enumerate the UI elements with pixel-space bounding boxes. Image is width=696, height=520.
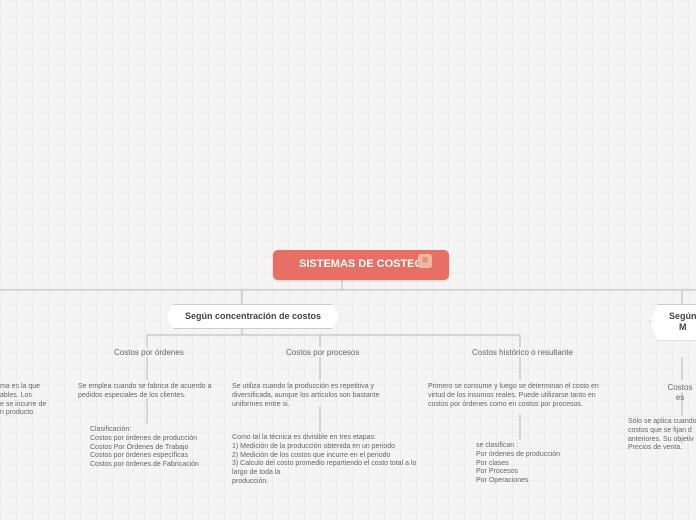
etapas-block: Como tal la técnica es divisible en tres… xyxy=(232,434,422,487)
seclasifican-block: se clasifican : Por órdenes de producció… xyxy=(476,442,616,486)
label: Costos es xyxy=(668,383,693,402)
branch-segun-m[interactable]: Según M xyxy=(650,304,696,341)
node-costos-ordenes[interactable]: Costos por órdenes xyxy=(114,348,184,358)
label: Costos por procesos xyxy=(286,348,359,357)
clasif-head: Clasificación: xyxy=(90,426,240,435)
seclasif-line: Por Procesos xyxy=(476,468,616,477)
seclasif-head: se clasifican : xyxy=(476,442,616,451)
clasif-line: Costos por órdenes específicas xyxy=(90,452,240,461)
branch-segun-m-label: Según M xyxy=(669,311,696,332)
clasif-line: Costos por órdenes de producción xyxy=(90,435,240,444)
clasif-line: Costos Por Órdenes de Trabajo xyxy=(90,444,240,453)
para-procesos: Se utiliza cuando la producción es repet… xyxy=(232,383,410,409)
clasif-line: Costos por órdenes de Fabricación xyxy=(90,461,240,470)
node-costos-est[interactable]: Costos es xyxy=(664,383,696,403)
clasificacion-block: Clasificación: Costos por órdenes de pro… xyxy=(90,426,240,470)
seclasif-line: Por clases xyxy=(476,460,616,469)
notes-icon[interactable] xyxy=(418,254,432,268)
branch-concentracion-label: Según concentración de costos xyxy=(185,311,321,321)
para-left-cut: ma es la que ables. Los e se incurre de … xyxy=(0,383,60,418)
node-costos-historico[interactable]: Costos histórico o resultante xyxy=(472,348,573,358)
label: Costos histórico o resultante xyxy=(472,348,573,357)
seclasif-line: Por órdenes de producción xyxy=(476,451,616,460)
label: Costos por órdenes xyxy=(114,348,184,357)
node-costos-procesos[interactable]: Costos por procesos xyxy=(286,348,359,358)
root-label: SISTEMAS DE COSTEO xyxy=(299,258,423,270)
branch-concentracion[interactable]: Según concentración de costos xyxy=(166,304,340,329)
para-ordenes: Se emplea cuando se fabrica de acuerdo a… xyxy=(78,383,228,401)
para-right-cut: Sólo se aplica cuando costos que se fija… xyxy=(628,418,696,453)
seclasif-line: Por Operaciones xyxy=(476,477,616,486)
para-historico: Primero se consume y luego se determinan… xyxy=(428,383,614,409)
